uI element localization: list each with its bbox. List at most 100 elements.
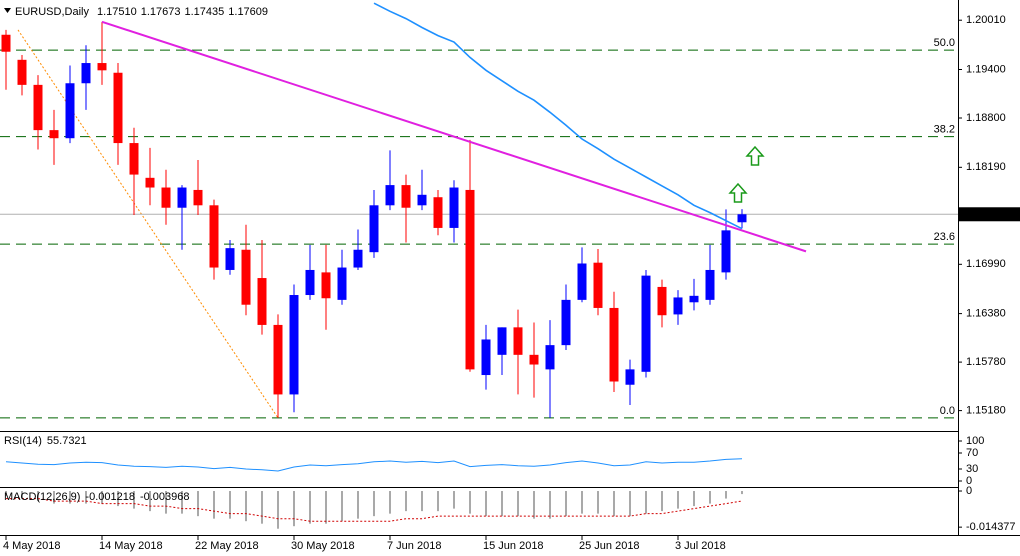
macd-bar bbox=[709, 491, 711, 504]
macd-bar bbox=[677, 491, 679, 509]
moving-average bbox=[373, 2, 743, 230]
up-arrow bbox=[728, 182, 748, 203]
macd-title: MACD(12,26,9) bbox=[4, 491, 80, 503]
candle-body bbox=[273, 324, 283, 395]
candle-body bbox=[177, 187, 187, 208]
rsi-line bbox=[5, 458, 743, 472]
macd-signal bbox=[6, 498, 743, 522]
macd-value: -0.001218 bbox=[85, 491, 135, 503]
trendline bbox=[101, 20, 807, 253]
symbol: EURUSD,Daily bbox=[15, 6, 89, 18]
up-arrow bbox=[745, 145, 765, 166]
macd-bar bbox=[661, 491, 663, 512]
candle-body bbox=[689, 295, 699, 303]
fib-label: 38.2 bbox=[934, 124, 955, 136]
candle-body bbox=[113, 72, 123, 144]
macd-bar bbox=[725, 491, 727, 499]
macd-bar bbox=[117, 491, 119, 507]
y-tick-label: 30 bbox=[966, 463, 978, 475]
macd-bar bbox=[69, 491, 71, 504]
candle-body bbox=[705, 269, 715, 300]
macd-bar bbox=[597, 491, 599, 514]
macd-bar bbox=[693, 491, 695, 507]
candle-body bbox=[337, 267, 347, 300]
macd-bar bbox=[485, 491, 487, 517]
macd-bar bbox=[421, 491, 423, 512]
candle-body bbox=[529, 354, 539, 365]
x-tick-label: 3 Jul 2018 bbox=[675, 540, 726, 552]
macd-bar bbox=[341, 491, 343, 522]
candle-body bbox=[1, 34, 11, 52]
ohlc-value: 1.17510 bbox=[97, 6, 137, 18]
macd-bar bbox=[565, 491, 567, 517]
y-tick-label: 0 bbox=[966, 485, 972, 497]
macd-header: MACD(12,26,9) -0.001218 -0.003968 bbox=[4, 491, 190, 503]
candle-body bbox=[417, 194, 427, 206]
ohlc-value: 1.17673 bbox=[141, 6, 181, 18]
macd-bar bbox=[149, 491, 151, 512]
candle-body bbox=[737, 214, 747, 223]
macd-bar bbox=[165, 491, 167, 514]
x-tick-label: 22 May 2018 bbox=[195, 540, 259, 552]
y-tick-label: 1.18190 bbox=[966, 161, 1006, 173]
macd-bar bbox=[469, 491, 471, 514]
macd-bar bbox=[581, 491, 583, 514]
last-price-label: 1.17609 bbox=[966, 208, 1006, 220]
candle-body bbox=[49, 130, 59, 139]
candle-body bbox=[497, 327, 507, 355]
macd-bar bbox=[453, 491, 455, 509]
candle-body bbox=[545, 345, 555, 370]
macd-bar bbox=[629, 491, 631, 517]
fib-label: 50.0 bbox=[934, 37, 955, 49]
candle-body bbox=[481, 339, 491, 376]
candle-body bbox=[353, 249, 363, 268]
macd-bar bbox=[645, 491, 647, 514]
fib-label: 23.6 bbox=[934, 231, 955, 243]
ohlc-value: 1.17609 bbox=[228, 6, 268, 18]
candle-body bbox=[289, 295, 299, 395]
y-tick-label: 0 bbox=[966, 475, 972, 487]
candle-body bbox=[673, 297, 683, 315]
x-tick-label: 25 Jun 2018 bbox=[579, 540, 640, 552]
candle-body bbox=[721, 230, 731, 273]
y-tick-label: 1.20010 bbox=[966, 14, 1006, 26]
y-tick-label: 1.16990 bbox=[966, 258, 1006, 270]
x-tick-label: 4 May 2018 bbox=[3, 540, 60, 552]
candle-body bbox=[625, 369, 635, 385]
candle-body bbox=[257, 278, 267, 325]
macd-bar bbox=[85, 491, 87, 504]
macd-bar bbox=[741, 491, 743, 495]
macd-bar bbox=[533, 491, 535, 519]
y-tick-label: 1.16380 bbox=[966, 308, 1006, 320]
macd-bar bbox=[21, 491, 23, 499]
rsi-value: 55.7321 bbox=[47, 435, 87, 447]
candle-body bbox=[17, 59, 27, 85]
candle-body bbox=[593, 262, 603, 308]
macd-bar bbox=[229, 491, 231, 519]
y-tick-label: 70 bbox=[966, 447, 978, 459]
macd-bar bbox=[325, 491, 327, 524]
y-tick-label: -0.014377 bbox=[966, 521, 1016, 533]
macd-bar bbox=[197, 491, 199, 517]
x-tick-label: 15 Jun 2018 bbox=[483, 540, 544, 552]
candle-body bbox=[209, 205, 219, 268]
y-tick-label: 100 bbox=[966, 435, 984, 447]
candle-body bbox=[369, 205, 379, 253]
fib-anchor-line bbox=[17, 29, 279, 419]
candle-body bbox=[81, 63, 91, 84]
candle-body bbox=[225, 248, 235, 270]
menu-triangle bbox=[4, 8, 11, 13]
macd-bar bbox=[213, 491, 215, 519]
candle-body bbox=[561, 299, 571, 346]
candle-body bbox=[305, 269, 315, 296]
candle-body bbox=[193, 189, 203, 206]
x-tick-label: 30 May 2018 bbox=[291, 540, 355, 552]
rsi-header: RSI(14) 55.7321 bbox=[4, 435, 87, 447]
macd-bar bbox=[261, 491, 263, 524]
candle-body bbox=[321, 272, 331, 299]
macd-bar bbox=[133, 491, 135, 509]
candle-body bbox=[161, 187, 171, 208]
candle-body bbox=[433, 197, 443, 228]
candle-body bbox=[513, 327, 523, 355]
